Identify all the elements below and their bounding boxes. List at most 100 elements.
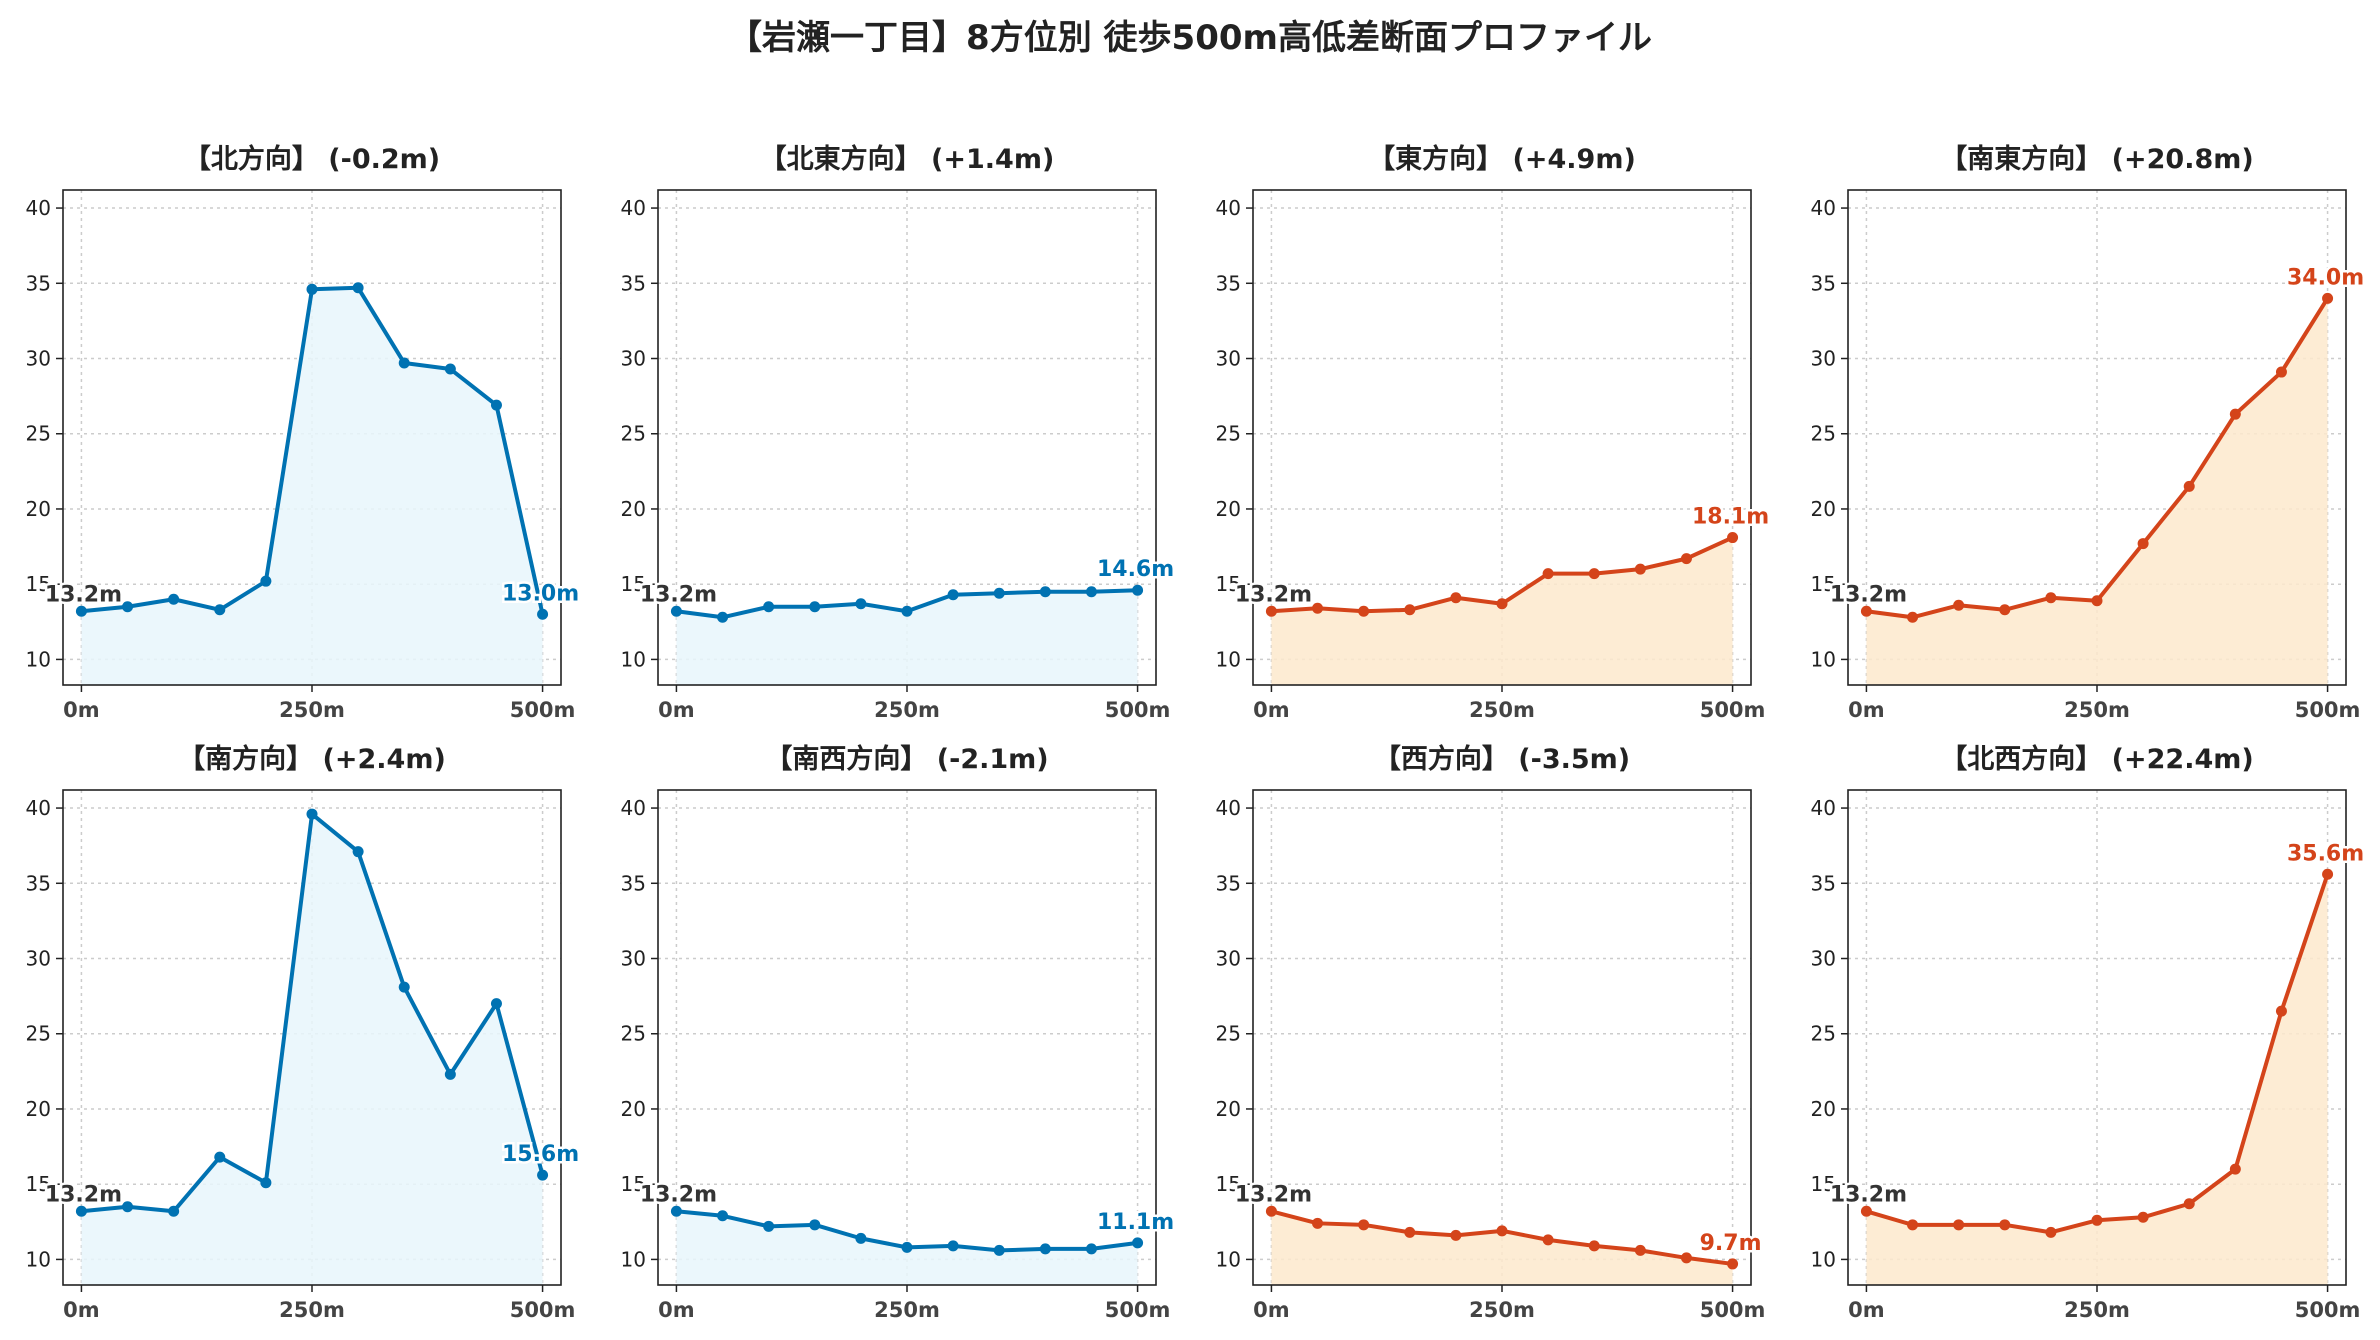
data-point (1265, 1205, 1277, 1217)
x-tick-label: 0m (658, 698, 695, 722)
x-tick-label: 0m (658, 1298, 695, 1322)
y-tick-label: 40 (1811, 196, 1836, 220)
data-point (2137, 1211, 2149, 1223)
y-tick-label: 20 (26, 1097, 51, 1121)
data-point (1588, 568, 1600, 580)
data-point (2045, 592, 2057, 604)
y-tick-label: 10 (1811, 647, 1836, 671)
start-value-label: 13.2m (1235, 1182, 1312, 1207)
y-tick-label: 35 (1811, 271, 1836, 295)
data-point (1727, 1258, 1739, 1270)
y-tick-label: 30 (1216, 947, 1241, 971)
data-point (855, 598, 867, 610)
y-tick-label: 15 (621, 1172, 646, 1196)
y-tick-label: 35 (621, 271, 646, 295)
data-point (2183, 1198, 2195, 1210)
y-tick-label: 40 (26, 796, 51, 820)
y-tick-label: 35 (26, 871, 51, 895)
data-point (2229, 408, 2241, 420)
data-point (2322, 292, 2334, 304)
data-point (214, 1151, 226, 1163)
y-tick-label: 10 (1811, 1247, 1836, 1271)
end-value-label: 35.6m (2287, 841, 2364, 866)
x-tick-label: 500m (1105, 1298, 1171, 1322)
data-point (1860, 1205, 1872, 1217)
data-point (717, 1210, 729, 1222)
data-point (2275, 366, 2287, 378)
y-tick-label: 10 (1216, 647, 1241, 671)
y-tick-label: 30 (621, 347, 646, 371)
y-tick-label: 30 (1811, 947, 1836, 971)
y-tick-label: 20 (1811, 1097, 1836, 1121)
y-tick-label: 10 (621, 1247, 646, 1271)
y-tick-label: 20 (621, 497, 646, 521)
y-tick-label: 15 (1811, 572, 1836, 596)
data-point (537, 608, 549, 620)
x-tick-label: 500m (510, 1298, 576, 1322)
data-point (306, 283, 318, 295)
data-point (1542, 1234, 1554, 1246)
data-point (537, 1169, 549, 1181)
area-fill (1271, 537, 1733, 685)
end-value-label: 15.6m (502, 1142, 579, 1167)
data-point (2322, 868, 2334, 880)
panel-title: 【東方向】 (+4.9m) (1368, 143, 1636, 175)
start-value-label: 13.2m (45, 582, 122, 607)
chart-panel-6: 【南西方向】 (-2.1m) 10 15 20 25 30 35 40 0m 250m 500m 13… (621, 743, 1177, 1322)
y-tick-label: 15 (26, 1172, 51, 1196)
data-point (947, 1240, 959, 1252)
data-point (214, 604, 226, 616)
data-point (809, 601, 821, 613)
y-tick-label: 40 (621, 796, 646, 820)
area-fill (1866, 874, 2328, 1285)
data-point (1039, 586, 1051, 598)
area-fill (81, 814, 543, 1285)
x-tick-label: 0m (1848, 698, 1885, 722)
y-tick-label: 10 (26, 647, 51, 671)
data-point (2045, 1226, 2057, 1238)
data-point (122, 601, 134, 613)
data-point (1953, 599, 1965, 611)
x-tick-label: 250m (874, 698, 940, 722)
start-value-label: 13.2m (1235, 582, 1312, 607)
start-value-label: 13.2m (640, 582, 717, 607)
chart-panel-4: 【南東方向】 (+20.8m) 10 15 20 25 30 35 40 0m 250m 500m 1… (1811, 143, 2367, 722)
y-tick-label: 20 (1216, 497, 1241, 521)
data-point (717, 611, 729, 623)
data-point (1132, 1237, 1144, 1249)
x-tick-label: 250m (874, 1298, 940, 1322)
data-point (1132, 584, 1144, 596)
y-tick-label: 40 (26, 196, 51, 220)
start-value-label: 13.2m (45, 1182, 122, 1207)
y-tick-label: 20 (26, 497, 51, 521)
data-point (444, 363, 456, 375)
panel-title: 【南方向】 (+2.4m) (178, 743, 446, 775)
data-point (122, 1201, 134, 1213)
data-point (2183, 480, 2195, 492)
data-point (901, 605, 913, 617)
data-point (1953, 1219, 1965, 1231)
data-point (993, 587, 1005, 599)
data-point (75, 1205, 87, 1217)
y-tick-label: 40 (1216, 796, 1241, 820)
data-point (993, 1244, 1005, 1256)
data-point (1085, 586, 1097, 598)
grid-lines (1253, 790, 1751, 1285)
data-point (1404, 604, 1416, 616)
x-tick-label: 250m (2064, 1298, 2130, 1322)
y-tick-label: 30 (1811, 347, 1836, 371)
data-point (352, 282, 364, 294)
data-point (1085, 1243, 1097, 1255)
x-tick-label: 0m (1848, 1298, 1885, 1322)
data-point (1312, 1217, 1324, 1229)
panel-title: 【南西方向】 (-2.1m) (765, 743, 1048, 775)
end-value-label: 13.0m (502, 581, 579, 606)
start-value-label: 13.2m (640, 1182, 717, 1207)
y-tick-label: 40 (621, 196, 646, 220)
data-point (670, 605, 682, 617)
panel-title: 【南東方向】 (+20.8m) (1940, 143, 2253, 175)
end-value-label: 11.1m (1097, 1210, 1174, 1235)
y-tick-label: 30 (26, 347, 51, 371)
start-value-label: 13.2m (1830, 582, 1907, 607)
y-tick-label: 35 (1216, 871, 1241, 895)
